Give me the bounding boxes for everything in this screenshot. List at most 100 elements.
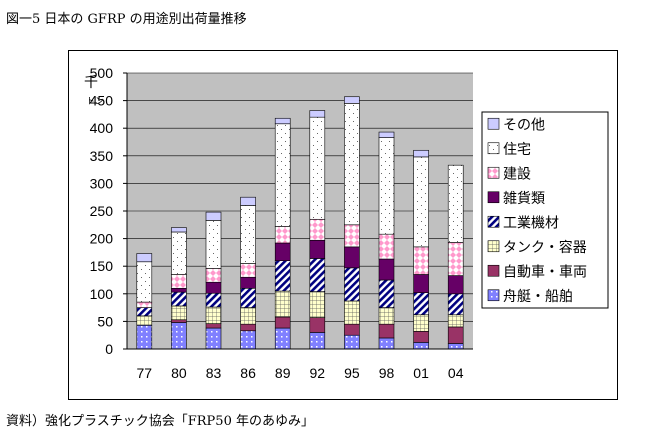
bar-segment [205, 292, 222, 308]
figure-title: 図一5 日本の GFRP の用途別出荷量推移 [6, 12, 247, 27]
bar-segment [240, 323, 256, 332]
bar-segment [205, 306, 222, 324]
legend-swatch [487, 264, 500, 277]
bar-segment [205, 327, 222, 350]
legend-label: 住宅 [503, 142, 531, 158]
x-tick-label: 04 [448, 365, 464, 381]
y-axis-label: トン [86, 97, 104, 107]
bar-segment [309, 116, 326, 220]
bar-segment [378, 137, 395, 235]
legend-label: 雑貨類 [503, 190, 545, 207]
bar-segment [274, 316, 291, 329]
bar-segment [171, 231, 187, 275]
x-tick-label: 89 [275, 365, 291, 381]
y-tick-label: 300 [90, 175, 114, 191]
bar-segment [274, 242, 291, 261]
bar-segment [344, 224, 360, 248]
bar-segment [309, 110, 326, 118]
bar-segment [309, 258, 326, 292]
bar-segment [378, 307, 395, 325]
bar-segment [378, 233, 395, 260]
legend-swatch [487, 191, 500, 204]
bar-segment [240, 263, 256, 278]
legend-swatch [487, 117, 500, 130]
x-tick-label: 01 [413, 365, 429, 381]
bar-segment [378, 131, 395, 138]
bar-segment [136, 261, 153, 303]
source-caption: 資料）強化プラスチック協会「FRP50 年のあゆみ」 [6, 414, 314, 429]
bar-segment [413, 149, 429, 158]
bar-segment [274, 226, 291, 244]
x-tick-label: 86 [240, 365, 256, 381]
bar-segment [309, 291, 326, 318]
bar-segment [447, 343, 464, 350]
bar-segment [447, 293, 464, 316]
bar-segment [413, 314, 429, 332]
bar-segment [378, 279, 395, 308]
bar-segment [136, 307, 153, 317]
bar-segment [309, 317, 326, 333]
bar-segment [171, 319, 187, 323]
bar-segment [240, 196, 256, 206]
bar-segment [378, 323, 395, 339]
bar-segment [447, 326, 464, 344]
bar-segment [274, 290, 291, 318]
bar-segment [240, 287, 256, 308]
x-tick-label: 80 [171, 365, 187, 381]
bar-segment [274, 123, 291, 227]
bar-segment [240, 276, 256, 289]
legend-swatch [487, 289, 500, 302]
bar-segment [205, 281, 222, 294]
legend-box [481, 111, 609, 309]
legend-swatch [487, 215, 500, 228]
bar-segment [413, 292, 429, 316]
y-tick-label: 350 [90, 148, 114, 164]
y-tick-label: 100 [90, 286, 114, 302]
bar-segment [171, 227, 187, 233]
bar-segment [413, 342, 429, 350]
x-tick-label: 77 [137, 365, 153, 381]
bar-segment [344, 103, 360, 226]
y-tick-label: 400 [90, 120, 114, 136]
bar-segment [274, 327, 291, 350]
bar-segment [344, 267, 360, 302]
bar-segment [205, 268, 222, 283]
bar-segment [447, 275, 464, 295]
legend-swatch [487, 240, 500, 253]
y-tick-label: 150 [90, 258, 114, 274]
bar-segment [413, 156, 429, 248]
x-tick-label: 98 [379, 365, 395, 381]
legend-label: 建設 [503, 166, 531, 182]
bar-segment [136, 315, 153, 326]
bar-segment [274, 260, 291, 292]
bar-segment [344, 246, 360, 269]
bar-segment [205, 211, 222, 221]
bar-segment [205, 220, 222, 269]
bar-segment [413, 331, 429, 343]
bar-segment [344, 96, 360, 104]
legend-swatch [487, 166, 500, 179]
y-tick-label: 50 [97, 313, 113, 329]
bar-segment [171, 274, 187, 289]
bar-segment [378, 337, 395, 350]
bar-segment [309, 218, 326, 241]
legend-label: その他 [503, 117, 545, 133]
bar-segment [240, 330, 256, 350]
x-tick-label: 92 [310, 365, 326, 381]
bar-segment [171, 305, 187, 321]
bar-segment [378, 258, 395, 281]
bar-segment [171, 287, 187, 293]
bar-segment [136, 253, 153, 263]
bar-segment [447, 242, 464, 276]
y-tick-label: 0 [105, 341, 113, 357]
bar-segment [344, 300, 360, 325]
y-axis-label: 千 [84, 75, 98, 91]
y-tick-label: 200 [90, 231, 114, 247]
y-tick-label: 500 [90, 65, 114, 81]
bar-segment [413, 246, 429, 275]
bar-segment [344, 323, 360, 336]
x-tick-label: 83 [206, 365, 222, 381]
bar-segment [240, 307, 256, 325]
legend-swatch [487, 142, 500, 155]
